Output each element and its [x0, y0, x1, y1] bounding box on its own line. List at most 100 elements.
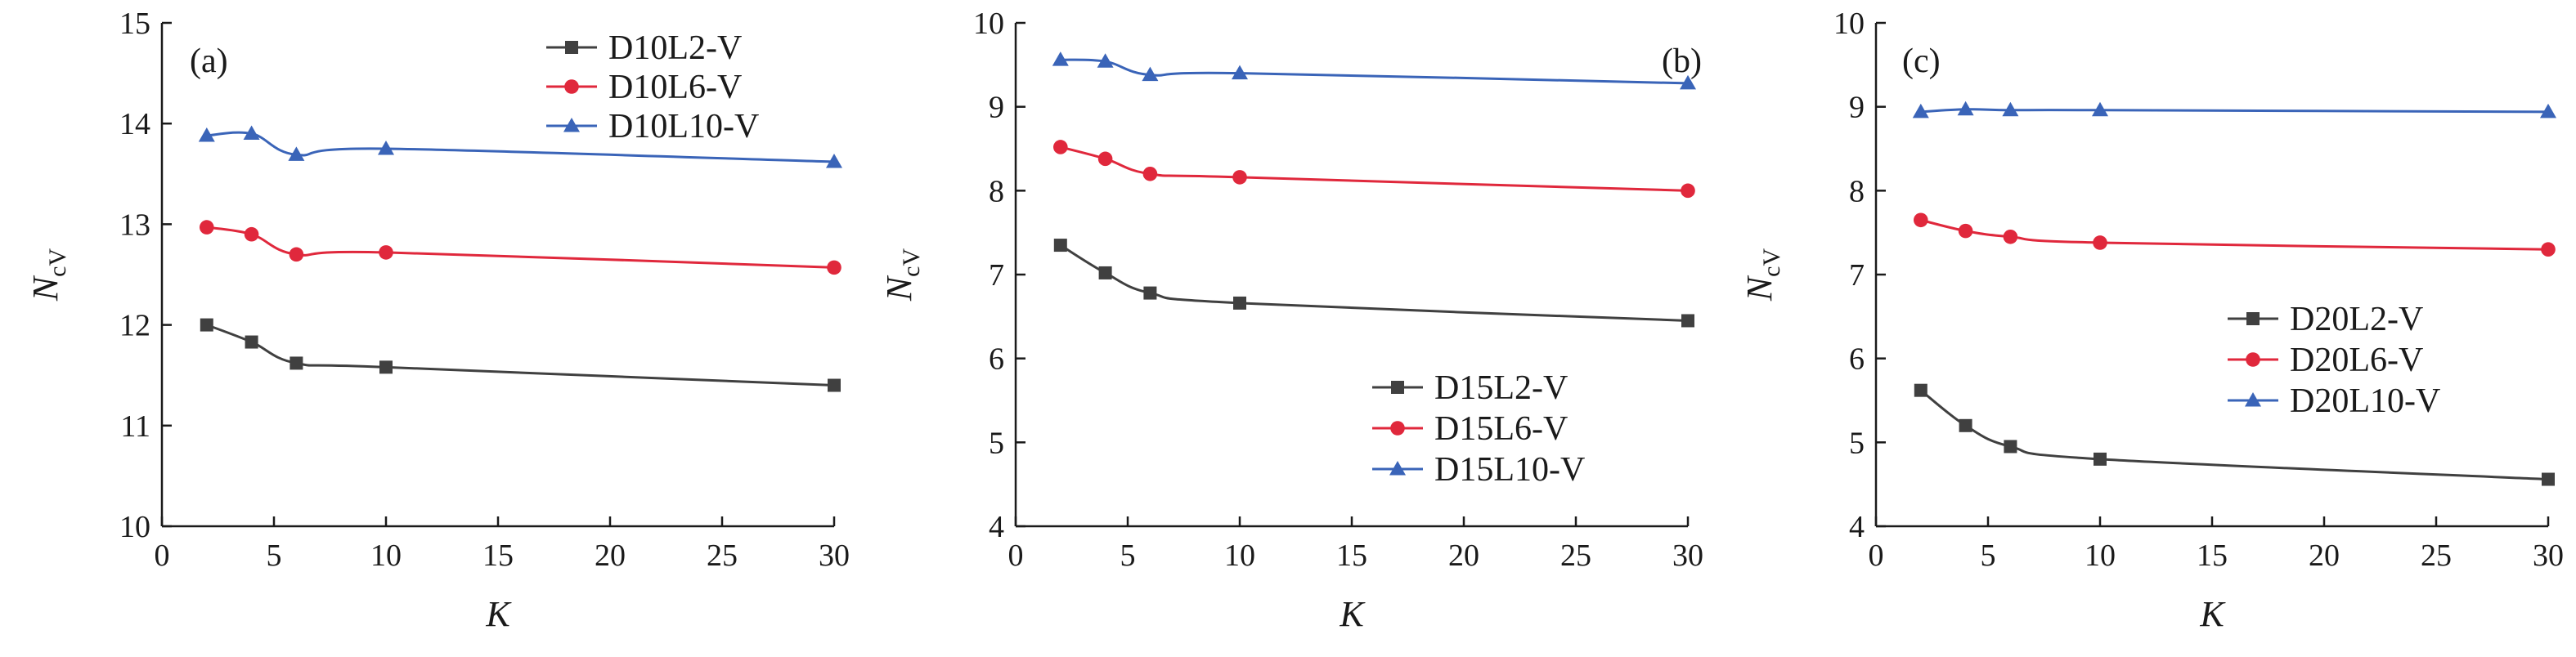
series-D20L10-V: [1912, 101, 2556, 118]
x-tick-label: 5: [267, 539, 282, 573]
y-tick-label: 11: [120, 409, 150, 444]
x-tick-label: 15: [1336, 539, 1367, 573]
legend-label: D10L10-V: [608, 108, 759, 145]
series-D15L2-V: [1053, 239, 1694, 328]
series-D20L2-V: [1914, 383, 2555, 486]
data-point: [1912, 103, 1929, 118]
data-point: [289, 247, 304, 262]
series-D15L6-V: [1053, 140, 1695, 199]
y-tick-label: 8: [989, 174, 1004, 208]
legend-label: D10L2-V: [608, 29, 742, 67]
data-point: [200, 318, 213, 332]
series-D15L10-V: [1052, 51, 1696, 90]
y-tick-label: 7: [1849, 258, 1865, 293]
y-tick-label: 12: [119, 309, 150, 343]
chart-panel-2: 4 5 6 7 8 9 10 0 5 10 15 20 25 30 K NcV (b) D15L2-VD15L6-…: [879, 7, 1703, 634]
data-point: [2004, 440, 2017, 454]
y-tick-label: 8: [1849, 174, 1865, 208]
y-tick-label: 6: [989, 342, 1004, 377]
series-D10L2-V: [200, 318, 841, 392]
series-line: [1919, 389, 2549, 481]
x-tick-label: 0: [155, 539, 170, 573]
panel-label: (a): [190, 42, 228, 80]
y-tick-label: 4: [1849, 510, 1865, 544]
legend-label: D15L2-V: [1434, 369, 1568, 407]
data-point: [1914, 383, 1928, 397]
data-point: [1959, 418, 1972, 432]
data-point: [244, 226, 259, 242]
legend-marker: [1389, 461, 1406, 476]
series-D10L6-V: [200, 220, 841, 275]
x-axis-title: K: [1339, 594, 1366, 634]
legend-marker: [1390, 421, 1405, 436]
data-point: [1914, 212, 1928, 228]
data-point: [288, 146, 305, 161]
data-point: [1142, 66, 1159, 82]
x-tick-label: 0: [1008, 539, 1024, 573]
y-tick-label: 9: [1849, 91, 1865, 125]
y-axis-title: NcV: [1739, 248, 1785, 302]
legend-marker: [565, 41, 578, 54]
x-axis-title: K: [2199, 594, 2226, 634]
data-point: [1143, 286, 1157, 300]
legend-label: D15L10-V: [1434, 451, 1585, 489]
data-point: [200, 220, 214, 235]
data-point: [1232, 65, 1248, 80]
data-point: [198, 127, 215, 142]
y-tick-label: 10: [119, 510, 150, 544]
data-point: [1053, 140, 1068, 154]
data-point: [1052, 51, 1069, 66]
legend-label: D10L6-V: [608, 69, 742, 106]
data-point: [827, 260, 841, 275]
data-point: [1680, 74, 1696, 90]
data-point: [2542, 472, 2555, 486]
data-point: [2093, 235, 2107, 250]
y-tick-label: 5: [989, 426, 1004, 460]
x-tick-label: 20: [595, 539, 626, 573]
series-line: [206, 324, 835, 387]
data-point: [1142, 167, 1158, 181]
data-point: [1097, 53, 1114, 68]
x-tick-label: 10: [370, 539, 402, 573]
data-point: [243, 125, 260, 141]
series-D10L10-V: [198, 125, 842, 168]
legend-label: D20L10-V: [2290, 382, 2440, 420]
data-point: [1098, 266, 1112, 279]
x-tick-label: 25: [707, 539, 738, 573]
chart-panel-3: 4 5 6 7 8 9 10 0 5 10 15 20 25 30 K NcV (c) D20L2-V D20L6-…: [1739, 7, 2564, 634]
x-tick-label: 0: [1869, 539, 1884, 573]
x-tick-label: 30: [1672, 539, 1703, 573]
x-tick-label: 15: [482, 539, 514, 573]
data-point: [1958, 223, 1973, 239]
legend-marker: [1391, 381, 1404, 394]
data-point: [1232, 170, 1247, 185]
y-axis-title: NcV: [25, 248, 71, 302]
data-point: [2094, 452, 2107, 466]
y-tick-label: 13: [119, 208, 150, 242]
series-D20L6-V: [1914, 212, 2556, 257]
x-tick-label: 30: [2533, 539, 2564, 573]
legend-marker: [564, 79, 579, 94]
legend-marker: [563, 118, 580, 132]
data-point: [2092, 101, 2108, 117]
x-tick-label: 25: [2421, 539, 2452, 573]
data-point: [1097, 151, 1113, 167]
legend-label: D15L6-V: [1434, 410, 1568, 448]
data-point: [828, 378, 841, 392]
y-axis-title: NcV: [879, 248, 925, 302]
data-point: [1681, 183, 1695, 199]
y-tick-label: 10: [973, 7, 1004, 41]
x-tick-label: 30: [819, 539, 850, 573]
data-point: [379, 360, 393, 374]
x-tick-label: 10: [2085, 539, 2116, 573]
y-tick-label: 10: [1833, 7, 1865, 41]
y-tick-label: 7: [989, 258, 1004, 293]
x-tick-label: 5: [1981, 539, 1996, 573]
series-line: [1060, 244, 1689, 322]
y-tick-label: 6: [1849, 342, 1865, 377]
